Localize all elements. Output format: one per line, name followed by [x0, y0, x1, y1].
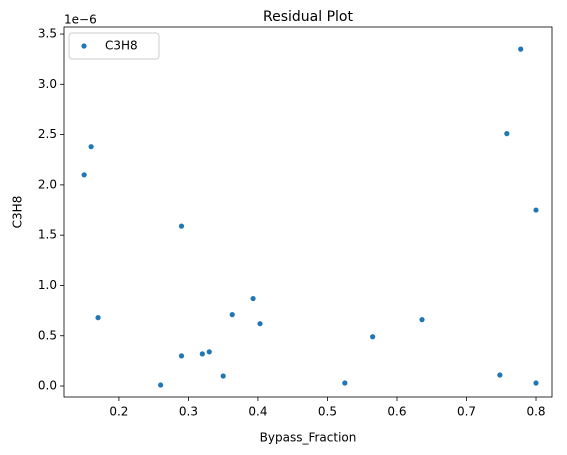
point	[497, 372, 503, 378]
y-offset-label: 1e−6	[64, 13, 97, 27]
point	[220, 373, 226, 379]
y-tick-label: 1.0	[38, 278, 57, 292]
y-tick-label: 0.5	[38, 328, 57, 342]
x-tick-label: 0.6	[387, 405, 406, 419]
x-tick-label: 0.3	[179, 405, 198, 419]
legend-label: C3H8	[105, 39, 138, 53]
x-axis-label: Bypass_Fraction	[260, 431, 357, 445]
x-tick-label: 0.7	[457, 405, 476, 419]
point	[342, 380, 348, 386]
y-tick-label: 2.0	[38, 177, 57, 191]
point	[518, 46, 524, 52]
point	[250, 295, 256, 302]
y-tick-label: 3.0	[38, 77, 57, 91]
y-tick-label: 2.5	[38, 127, 57, 141]
x-tick-label: 0.4	[248, 405, 267, 419]
point	[504, 131, 510, 137]
y-axis-label: C3H8	[11, 196, 25, 229]
point	[88, 144, 94, 150]
legend-box	[68, 32, 160, 60]
point	[158, 382, 164, 388]
x-tick-label: 0.5	[318, 405, 337, 419]
y-tick-label: 3.5	[38, 27, 57, 41]
x-tick-label: 0.8	[526, 405, 545, 419]
plot-frame	[63, 26, 553, 398]
point	[533, 207, 539, 213]
point	[533, 380, 539, 386]
point	[419, 317, 425, 323]
legend-marker	[81, 43, 87, 49]
point	[95, 315, 101, 321]
chart-title: Residual Plot	[263, 9, 353, 25]
point	[370, 334, 376, 340]
y-tick-label: 0.0	[38, 379, 57, 393]
y-tick-label: 1.5	[38, 228, 57, 242]
point	[257, 321, 263, 327]
point	[199, 351, 205, 357]
point	[81, 172, 87, 178]
point	[178, 223, 185, 229]
point	[229, 312, 235, 318]
x-tick-label: 0.2	[109, 405, 128, 419]
point	[206, 349, 212, 355]
point	[178, 353, 185, 359]
